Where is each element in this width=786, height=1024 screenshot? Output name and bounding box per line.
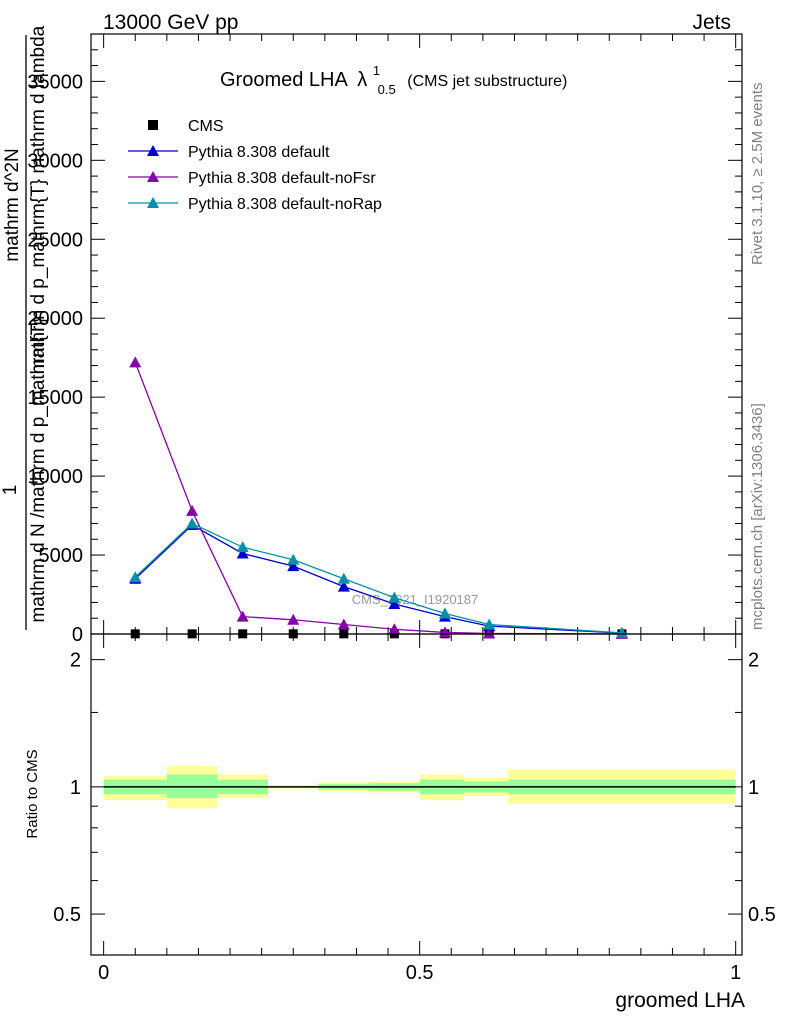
ratio-y-tick-label-right: 1 bbox=[748, 777, 759, 799]
legend-label: Pythia 8.308 default bbox=[188, 144, 330, 161]
series-2 bbox=[129, 356, 628, 639]
legend-entry: CMS bbox=[148, 118, 224, 135]
data-point bbox=[287, 560, 300, 572]
x-tick-label: 0.5 bbox=[406, 962, 434, 984]
data-point bbox=[186, 504, 199, 516]
y-tick-label: 35000 bbox=[27, 71, 83, 93]
legend-label: CMS bbox=[188, 118, 224, 135]
legend-label: Pythia 8.308 default-noFsr bbox=[188, 170, 376, 187]
data-point bbox=[483, 627, 496, 639]
ratio-x-ticks: 0 0.5 1 bbox=[98, 634, 741, 984]
title-text: Groomed LHA bbox=[220, 69, 348, 91]
ratio-y-tick-label-right: 2 bbox=[748, 650, 759, 672]
data-point bbox=[236, 610, 249, 622]
legend-marker bbox=[147, 197, 159, 208]
x-tick-label: 0 bbox=[98, 962, 109, 984]
data-point bbox=[129, 571, 142, 583]
legend-entry: Pythia 8.308 default bbox=[128, 144, 330, 161]
y-tick-label: 30000 bbox=[27, 150, 83, 172]
y-tick-label: 0 bbox=[72, 624, 83, 646]
series-line bbox=[134, 524, 622, 634]
data-point bbox=[388, 598, 401, 609]
chart-title: Groomed LHA λ 1 0.5 (CMS jet substructur… bbox=[220, 58, 567, 99]
data-point bbox=[483, 618, 496, 630]
data-point bbox=[186, 517, 199, 529]
legend-marker bbox=[147, 171, 159, 182]
data-point bbox=[129, 356, 142, 368]
mcplots-label: mcplots.cern.ch [arXiv:1306.3436] bbox=[749, 403, 766, 630]
ratio-y-label: Ratio to CMS bbox=[24, 749, 41, 838]
ratio-y-tick-label: 0.5 bbox=[53, 904, 81, 926]
x-axis-label: groomed LHA bbox=[615, 989, 745, 1012]
series-layer bbox=[129, 356, 628, 639]
x-tick-label: 1 bbox=[730, 962, 741, 984]
legend: CMS Pythia 8.308 default Pythia 8.308 defa… bbox=[128, 118, 382, 213]
y-tick-label: 25000 bbox=[27, 229, 83, 251]
legend-marker bbox=[148, 120, 158, 130]
y-tick-label: 20000 bbox=[27, 308, 83, 330]
data-point bbox=[438, 626, 451, 638]
ratio-panel: 0.5 0.51 12 2 0 0.5 1 Ratio to CMS groomed LH… bbox=[24, 633, 776, 1012]
y-tick-label: 10000 bbox=[27, 466, 83, 488]
title-note: (CMS jet substructure) bbox=[407, 73, 567, 90]
data-point bbox=[236, 547, 249, 559]
data-point bbox=[337, 572, 350, 584]
legend-entry: Pythia 8.308 default-noRap bbox=[128, 196, 382, 213]
data-point bbox=[287, 613, 300, 625]
data-point bbox=[388, 591, 401, 603]
data-point bbox=[337, 618, 350, 630]
ratio-y-tick-label: 1 bbox=[70, 777, 81, 799]
data-point bbox=[236, 541, 249, 553]
rivet-version-label: Rivet 3.1.10, ≥ 2.5M events bbox=[749, 83, 766, 266]
main-panel: 0 5000 10000 15000 20000 25000 30000 35000 Groo… bbox=[0, 25, 743, 646]
collision-label: 13000 GeV pp bbox=[103, 11, 238, 34]
y-label-denominator-1: mathrm d N /mathrm d p_mathrm{T} bbox=[28, 317, 49, 622]
series-3 bbox=[129, 517, 628, 638]
y-label-numerator-2: mathrm d^2N bbox=[2, 148, 23, 261]
ratio-frame bbox=[90, 633, 743, 956]
legend-marker bbox=[147, 145, 159, 156]
series-line bbox=[134, 522, 622, 634]
legend-label: Pythia 8.308 default-noRap bbox=[188, 196, 382, 213]
data-point bbox=[438, 607, 451, 619]
y-tick-label: 15000 bbox=[27, 387, 83, 409]
data-point bbox=[615, 626, 628, 638]
ratio-y-tick-label: 2 bbox=[70, 650, 81, 672]
data-point bbox=[388, 623, 401, 635]
ratio-y-tick-label-right: 0.5 bbox=[748, 904, 776, 926]
y-tick-label: 5000 bbox=[39, 545, 84, 567]
main-y-ticks: 0 5000 10000 15000 20000 25000 30000 35000 bbox=[27, 33, 742, 646]
ratio-y-ticks: 0.5 0.5 1 1 2 2 bbox=[53, 650, 776, 926]
y-axis-label: 1 mathrm d N /mathrm d p_mathrm{T} mathr… bbox=[0, 25, 49, 630]
title-superscript: 1 bbox=[373, 63, 380, 78]
data-point bbox=[337, 580, 350, 592]
title-symbol: λ bbox=[357, 69, 367, 91]
data-point bbox=[287, 553, 300, 565]
title-subscript: 0.5 bbox=[378, 82, 396, 97]
analysis-category: Jets bbox=[692, 11, 731, 34]
ratio-bands bbox=[103, 766, 736, 809]
watermark: CMS_2021_I1920187 bbox=[352, 592, 479, 607]
legend-entry: Pythia 8.308 default-noFsr bbox=[128, 170, 376, 187]
y-label-denominator-2: mathrm d p_mathrm{T} mathrm d lambda bbox=[28, 25, 49, 374]
y-label-numerator-1: 1 bbox=[0, 485, 21, 496]
